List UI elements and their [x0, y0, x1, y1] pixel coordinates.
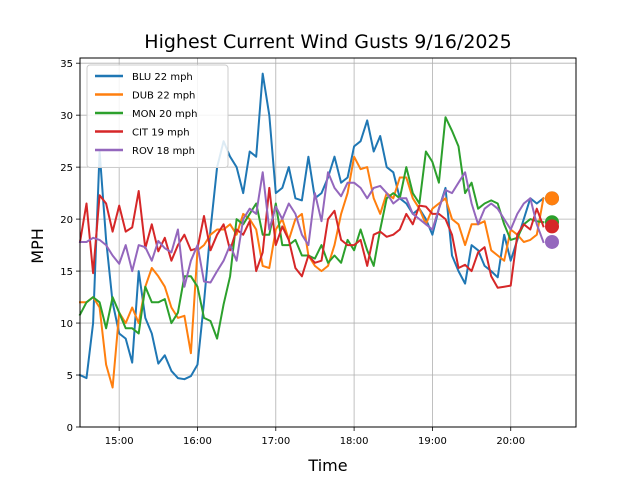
legend-label-rov: ROV 18 mph [132, 146, 195, 157]
y-tick-label: 0 [67, 423, 73, 434]
legend: BLU 22 mph DUB 22 mph MON 20 mph CIT 19 mph… [86, 64, 229, 168]
latest-marker-cit [545, 219, 559, 234]
axes: 15:00 16:00 17:00 18:00 19:00 20:00 0 5 10 15 20 25… [60, 59, 525, 447]
x-tick-label: 18:00 [340, 436, 369, 447]
latest-marker-rov [545, 234, 559, 249]
y-tick-label: 35 [60, 59, 73, 70]
y-axis-title: MPH [28, 228, 47, 263]
y-tick-label: 15 [60, 267, 73, 278]
x-tick-label: 19:00 [418, 436, 447, 447]
series-line-dub [79, 155, 545, 389]
legend-label-dub: DUB 22 mph [132, 91, 195, 102]
x-axis-title: Time [307, 456, 347, 475]
legend-label-mon: MON 20 mph [132, 109, 198, 120]
y-tick-label: 30 [60, 111, 73, 122]
y-tick-label: 20 [60, 215, 73, 226]
legend-box [86, 64, 229, 168]
legend-label-cit: CIT 19 mph [132, 128, 190, 139]
x-tick-label: 17:00 [261, 436, 290, 447]
plot-frame [79, 57, 577, 428]
y-tick-label: 5 [67, 371, 73, 382]
latest-value-markers [545, 191, 559, 249]
chart-title: Highest Current Wind Gusts 9/16/2025 [144, 31, 511, 53]
x-tick-label: 16:00 [183, 436, 212, 447]
x-tick-label: 20:00 [496, 436, 525, 447]
legend-label-blu: BLU 22 mph [132, 72, 193, 83]
latest-marker-dub [545, 191, 559, 206]
series-line-mon [78, 116, 545, 340]
series-line-rov [79, 171, 545, 288]
series-layer [78, 72, 545, 389]
y-tick-label: 10 [60, 319, 73, 330]
series-line-blu [78, 72, 545, 381]
x-tick-label: 15:00 [105, 436, 134, 447]
y-tick-label: 25 [60, 163, 73, 174]
